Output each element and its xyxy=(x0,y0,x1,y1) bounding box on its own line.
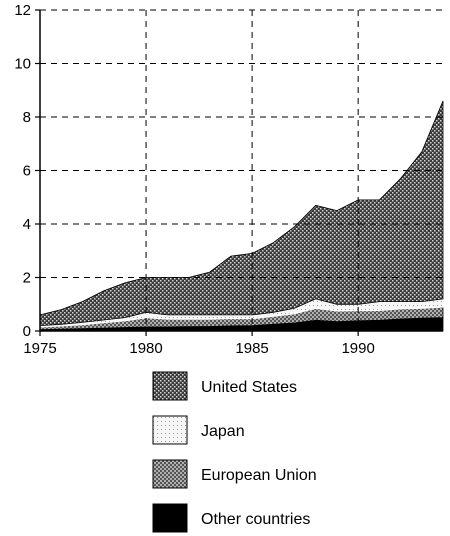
area-layer xyxy=(39,100,444,332)
legend-swatch-other-countries xyxy=(152,503,188,533)
legend: United States Japan European Union Other co… xyxy=(152,371,317,533)
y-tick-label: 4 xyxy=(23,216,31,233)
x-tick-label: 1975 xyxy=(23,340,56,357)
legend-swatch-european-union xyxy=(152,459,188,489)
grid-layer xyxy=(40,9,443,331)
y-tick-label: 8 xyxy=(23,109,31,126)
y-tick-label: 2 xyxy=(23,270,31,287)
legend-label-european-union: European Union xyxy=(201,467,317,484)
y-tick-label: 6 xyxy=(23,163,31,180)
x-tick-label: 1990 xyxy=(341,340,374,357)
y-tick-label: 0 xyxy=(23,323,31,340)
x-tick-label: 1980 xyxy=(129,340,162,357)
y-tick-label: 12 xyxy=(14,2,31,19)
y-tick-label: 10 xyxy=(14,56,31,73)
legend-label-other-countries: Other countries xyxy=(201,511,310,528)
legend-swatch-japan xyxy=(152,415,188,445)
legend-swatch-united-states xyxy=(152,371,188,401)
legend-label-japan: Japan xyxy=(201,423,245,440)
x-tick-label: 1985 xyxy=(235,340,268,357)
axis-layer: 0 2 4 6 8 10 12 1975 1980 1985 1990 xyxy=(14,2,443,357)
area-united-states xyxy=(39,100,444,327)
legend-label-united-states: United States xyxy=(201,379,297,396)
